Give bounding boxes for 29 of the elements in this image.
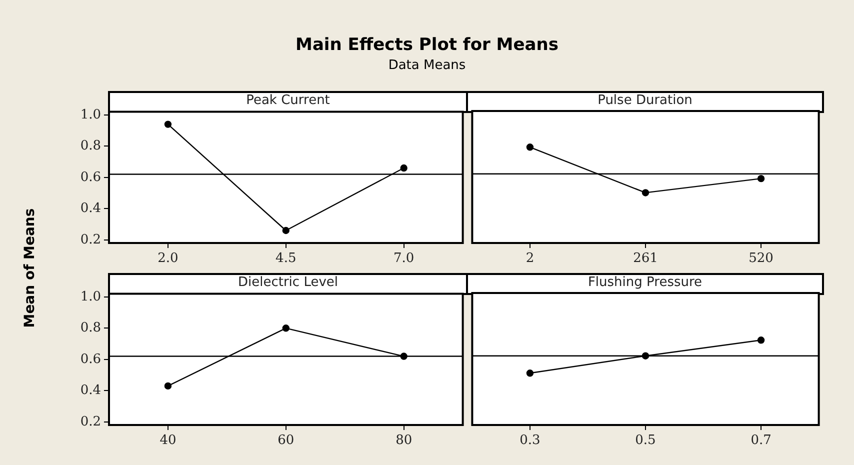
y-tick-label: 0.4: [80, 201, 101, 216]
x-tick-label: 520: [748, 251, 774, 266]
y-tick-label: 0.8: [80, 138, 101, 154]
y-tick-label: 1.0: [80, 289, 101, 304]
y-tick-label: 0.6: [80, 170, 101, 185]
x-tick-label: 60: [278, 433, 294, 448]
text: Data Means: [387, 58, 467, 73]
x-tick-label: 2.0: [158, 251, 178, 266]
x-tick-label: 261: [633, 251, 658, 266]
x-tick-label: 4.5: [276, 251, 296, 266]
x-tick-label: 0.5: [635, 433, 656, 448]
y-axis-title: Mean of Means: [22, 208, 38, 328]
x-tick-label: 0.7: [750, 433, 772, 448]
x-tick-label: 2: [526, 251, 534, 266]
x-tick-label: 0.3: [520, 433, 540, 448]
y-tick-label: 0.8: [80, 320, 101, 336]
chart-title: Pulse Duration: [466, 91, 824, 113]
y-tick-label: 0.2: [80, 414, 101, 430]
x-tick-label: 80: [396, 433, 412, 448]
chart-title: Peak Current: [108, 91, 468, 113]
x-tick-label: 40: [160, 433, 176, 448]
y-tick-label: 0.2: [80, 232, 101, 248]
x-tick-label: 7.0: [393, 251, 414, 266]
chart-title: Flushing Pressure: [466, 273, 824, 295]
chart-title: Dielectric Level: [108, 273, 468, 295]
y-tick-label: 0.6: [80, 352, 101, 367]
y-tick-label: 1.0: [80, 107, 101, 122]
text: Main Effects Plot for Means: [294, 35, 560, 55]
y-tick-label: 0.4: [80, 383, 101, 398]
